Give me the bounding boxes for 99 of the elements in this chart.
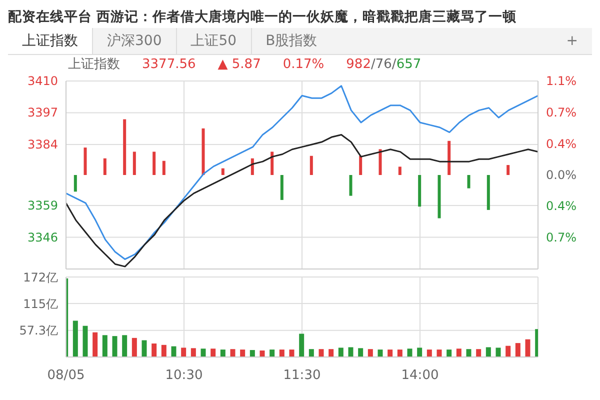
y-tick-label: 172亿 xyxy=(23,270,58,284)
y2-tick-label: 0.4% xyxy=(546,198,576,213)
bar xyxy=(378,149,382,175)
bar xyxy=(436,350,442,357)
bar xyxy=(448,140,451,175)
text: 3377.56 xyxy=(142,56,196,74)
bar xyxy=(270,350,275,357)
y2-tick-label: 0.7% xyxy=(546,230,576,244)
bar xyxy=(466,349,472,357)
y-tick-label: 3384 xyxy=(27,137,58,152)
bar xyxy=(378,350,383,357)
bar xyxy=(84,148,87,175)
text: 沪深300 xyxy=(93,28,177,54)
x-tick-label: 11:30 xyxy=(283,368,321,383)
bar xyxy=(220,350,226,357)
bar xyxy=(299,334,304,357)
bar xyxy=(515,343,520,357)
text: 上证指数 xyxy=(8,28,93,54)
bar xyxy=(72,320,78,357)
bar xyxy=(456,348,462,357)
chart-title: 配资在线平台 西游记：作者借大唐境内唯一的一伙妖魔，暗戳戳把唐三藏骂了一顿 xyxy=(8,8,518,27)
y-tick-label: 3410 xyxy=(27,74,58,88)
x-tick-label: 14:00 xyxy=(401,368,439,383)
bar xyxy=(506,346,511,357)
text: 上证指数 xyxy=(68,56,120,74)
bar xyxy=(328,349,334,357)
bar xyxy=(446,350,452,357)
bar xyxy=(161,344,166,357)
bar xyxy=(112,336,118,357)
bar xyxy=(181,348,186,357)
bar xyxy=(438,175,441,218)
bar xyxy=(476,349,482,357)
y-tick-label: 115亿 xyxy=(23,296,58,311)
x-tick-label: 10:30 xyxy=(165,368,203,383)
bar xyxy=(132,338,137,357)
bar xyxy=(221,168,224,175)
bar xyxy=(310,156,313,175)
bar xyxy=(388,350,393,357)
y-tick-label: 3346 xyxy=(27,230,58,244)
bar xyxy=(338,348,344,357)
bar xyxy=(152,344,157,357)
line-series xyxy=(66,85,538,260)
bar xyxy=(398,166,402,175)
bar xyxy=(260,350,265,357)
bar xyxy=(348,347,354,357)
bar xyxy=(171,346,176,357)
text: + xyxy=(565,32,579,51)
bar xyxy=(123,119,126,175)
bar xyxy=(270,152,274,175)
text: 982/76/657 xyxy=(346,57,422,72)
bar xyxy=(418,175,422,207)
bar xyxy=(200,348,206,357)
y-tick-label: 57.3亿 xyxy=(19,324,58,338)
bar xyxy=(426,350,432,357)
text: 0.17% xyxy=(282,56,324,74)
bar xyxy=(486,347,491,357)
bar xyxy=(82,326,88,357)
bar xyxy=(74,175,77,192)
x-tick-label: 08/05 xyxy=(47,368,85,383)
bar xyxy=(318,349,324,357)
y-tick-label: 3397 xyxy=(27,106,58,120)
bar xyxy=(417,348,422,357)
bar xyxy=(92,332,98,357)
bar xyxy=(122,335,128,357)
bar xyxy=(407,348,412,357)
text: ▲ 5.87 xyxy=(218,56,261,74)
bar xyxy=(506,165,510,175)
bar xyxy=(467,175,470,188)
bar xyxy=(250,350,255,357)
y-tick-label: 3359 xyxy=(27,198,58,213)
bar xyxy=(280,175,284,200)
bar xyxy=(152,152,156,175)
bar xyxy=(102,335,108,357)
bar xyxy=(486,175,490,210)
bar xyxy=(359,156,362,175)
bar xyxy=(525,339,530,357)
bar xyxy=(210,348,216,357)
bar xyxy=(103,158,106,175)
y2-tick-label: 0.0% xyxy=(546,168,576,182)
bar xyxy=(349,175,352,196)
y2-tick-label: 0.7% xyxy=(546,106,576,120)
bar xyxy=(230,349,236,357)
bar xyxy=(358,348,364,357)
bar xyxy=(132,152,136,175)
bar xyxy=(142,340,147,357)
text: 上证50 xyxy=(176,28,252,54)
y2-tick-label: 1.1% xyxy=(546,74,576,88)
bar xyxy=(279,350,284,357)
text: B股指数 xyxy=(264,32,318,51)
bar xyxy=(162,160,166,175)
bar xyxy=(368,349,373,357)
bar xyxy=(308,349,314,357)
bar xyxy=(240,350,246,357)
bar xyxy=(190,348,196,357)
bar xyxy=(397,350,402,357)
bar xyxy=(496,348,501,357)
bar xyxy=(202,128,205,175)
bar xyxy=(289,350,294,357)
y2-tick-label: 0.4% xyxy=(546,137,576,152)
